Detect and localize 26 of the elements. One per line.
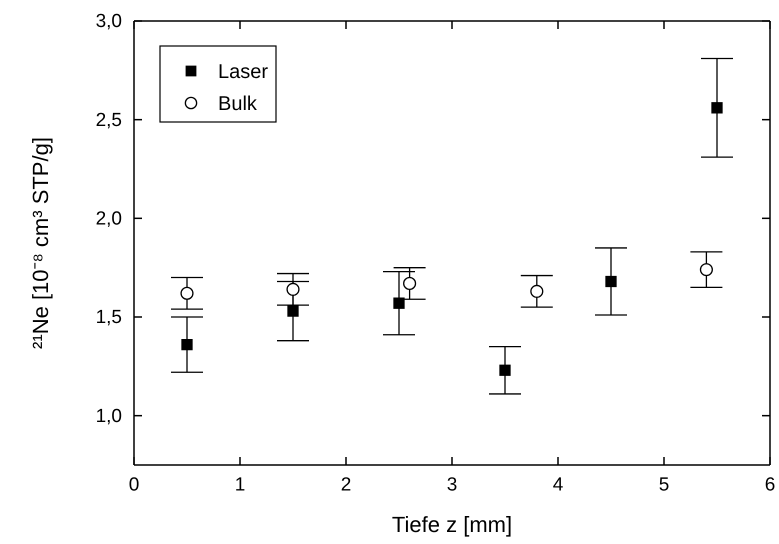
point <box>711 102 723 114</box>
x-tick-label: 2 <box>340 474 352 496</box>
point <box>180 286 194 300</box>
y-tick-label: 1,5 <box>96 307 122 328</box>
y-tick-label: 2,5 <box>96 110 122 131</box>
x-tick-label: 5 <box>658 474 670 496</box>
x-tick-label: 3 <box>446 474 458 496</box>
x-tick-label: 6 <box>764 474 776 496</box>
x-tick-label: 1 <box>234 474 246 496</box>
x-axis-title: Tiefe z [mm] <box>392 512 512 537</box>
point <box>287 305 299 317</box>
point <box>605 276 617 288</box>
x-tick-label: 0 <box>128 474 140 496</box>
point <box>181 338 193 350</box>
point <box>286 282 300 296</box>
y-tick-label: 3,0 <box>96 11 122 32</box>
point <box>700 263 713 276</box>
x-tick-label: 4 <box>552 474 564 496</box>
y-axis-title: ²¹Ne [10⁻⁸ cm³ STP/g] <box>28 137 53 349</box>
y-tick-label: 2,0 <box>96 208 122 230</box>
point <box>499 364 511 376</box>
legend-label: Bulk <box>218 93 258 115</box>
y-tick-label: 1,0 <box>96 406 122 427</box>
point <box>530 284 544 298</box>
point <box>403 276 416 290</box>
legend-label: Laser <box>218 61 268 83</box>
